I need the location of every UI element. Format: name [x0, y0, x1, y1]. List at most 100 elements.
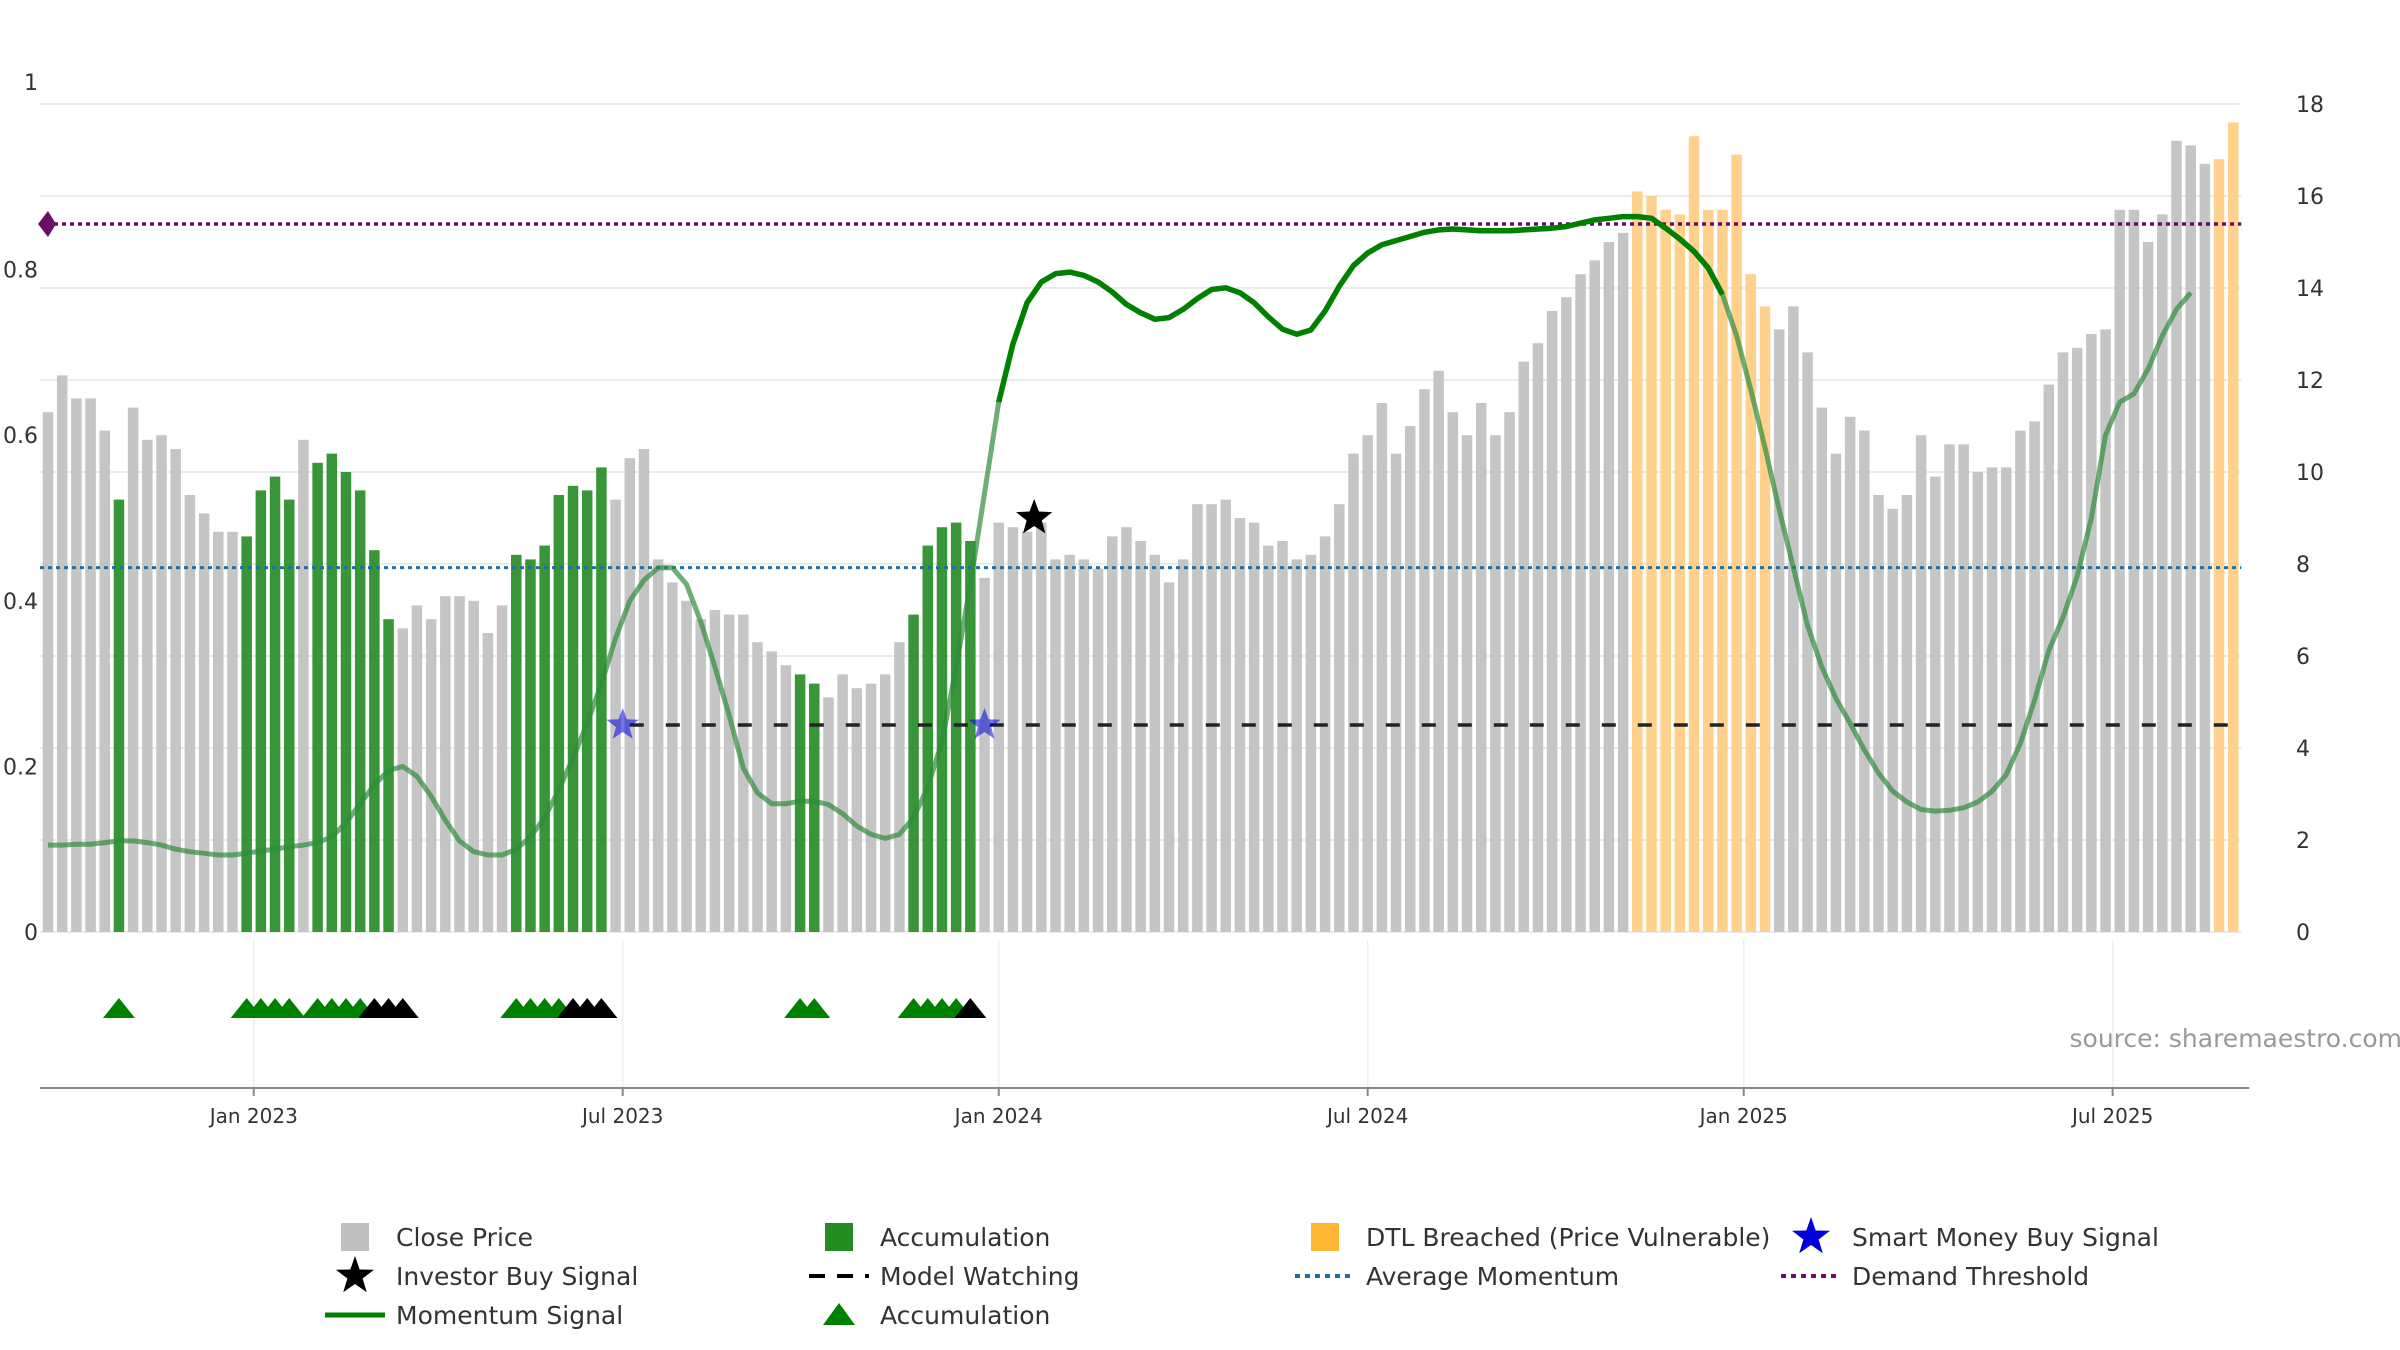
- accumulation-bar: [965, 541, 976, 932]
- close-price-bar: [2114, 209, 2125, 933]
- dtl-bar: [1674, 214, 1686, 932]
- close-price-bar: [837, 674, 848, 932]
- close-price-bar: [1419, 389, 1430, 932]
- close-price-bar: [2142, 242, 2154, 932]
- accumulation-bar: [113, 499, 125, 932]
- y-right-tick-label: 0: [2296, 921, 2310, 946]
- smart-money-buy-signal: [606, 708, 639, 739]
- x-tick-label: Jan 2023: [208, 1104, 298, 1128]
- legend-swatch-star: [336, 1256, 374, 1293]
- legend-item: Investor Buy Signal: [336, 1256, 638, 1293]
- close-price-bar: [56, 375, 68, 932]
- close-price-bar: [638, 449, 650, 932]
- legend-swatch-square: [825, 1223, 853, 1251]
- dtl-bar: [1646, 196, 1657, 932]
- y-left-tick-label: 0.8: [3, 259, 38, 284]
- close-price-bar: [1887, 508, 1898, 932]
- close-price-bar: [1802, 352, 1813, 932]
- dtl-bar: [1759, 306, 1771, 932]
- close-price-bar: [2029, 421, 2040, 932]
- close-price-bar: [1859, 430, 1870, 932]
- y-left-tick-label: 0: [24, 921, 38, 946]
- y-right-tick-label: 2: [2296, 829, 2310, 854]
- accumulation-bar: [539, 545, 550, 932]
- close-price-bar: [496, 605, 508, 932]
- close-price-bar: [2185, 145, 2196, 932]
- close-price-bar: [42, 412, 54, 932]
- close-price-bar: [411, 605, 423, 932]
- y-left-tick-label: 0.2: [3, 755, 38, 780]
- close-price-bar: [823, 697, 834, 932]
- close-price-bar: [1277, 541, 1288, 932]
- dtl-bar: [2213, 159, 2225, 932]
- accumulation-bar: [809, 683, 820, 932]
- close-price-bar: [2171, 140, 2182, 933]
- close-price-bar: [1036, 522, 1047, 932]
- close-price-bar: [1107, 536, 1118, 932]
- close-price-bar: [1617, 232, 1629, 933]
- close-price-bar: [652, 559, 664, 932]
- accumulation-marker: [273, 998, 306, 1018]
- legend-label: Average Momentum: [1366, 1262, 1619, 1291]
- legend-label: Accumulation: [880, 1223, 1050, 1252]
- close-price-bar: [1206, 504, 1217, 932]
- close-price-bar: [1192, 504, 1203, 932]
- close-price-bar: [1248, 522, 1260, 932]
- close-price-bar: [1291, 559, 1302, 932]
- legend-item: Demand Threshold: [1781, 1262, 2089, 1291]
- accumulation-bar: [283, 499, 295, 932]
- close-price-bar: [425, 619, 437, 932]
- close-price-bar: [213, 531, 224, 932]
- close-price-bar: [681, 600, 692, 932]
- legend-item: Model Watching: [809, 1262, 1080, 1291]
- close-price-bar: [1064, 554, 1075, 932]
- legend-item: Close Price: [341, 1223, 533, 1252]
- demand-threshold-marker: [38, 211, 56, 238]
- accumulation-bar: [383, 619, 394, 932]
- close-price-bar: [1234, 518, 1246, 932]
- y-right-tick-label: 6: [2296, 645, 2310, 670]
- close-price-bar: [1518, 361, 1530, 933]
- dtl-bar: [1702, 209, 1714, 933]
- close-price-bar: [1532, 343, 1544, 932]
- accumulation-bar: [269, 476, 281, 932]
- close-price-bar: [1305, 554, 1317, 932]
- close-price-bar: [1078, 559, 1090, 932]
- dtl-bar: [1717, 209, 1728, 933]
- close-price-bar: [1390, 453, 1402, 932]
- legend-item: Accumulation: [825, 1223, 1050, 1252]
- close-price-bar: [142, 439, 153, 932]
- close-price-bar: [127, 407, 139, 933]
- close-price-bar: [1844, 416, 1856, 932]
- close-price-bar: [1490, 435, 1501, 932]
- accumulation-bar: [581, 490, 593, 932]
- close-price-bar: [2000, 467, 2012, 932]
- close-price-bar: [1334, 504, 1345, 932]
- dtl-bar: [1660, 209, 1671, 933]
- close-price-bar: [1404, 426, 1416, 932]
- accumulation-bar: [255, 490, 267, 932]
- close-price-bar: [1603, 242, 1615, 932]
- close-price-bar: [1263, 545, 1274, 932]
- accumulation-bar: [340, 472, 352, 932]
- close-price-bar: [440, 596, 451, 932]
- close-price-bar: [468, 600, 479, 932]
- y-left-tick-label: 0.6: [3, 424, 38, 449]
- legend-item: Accumulation: [823, 1301, 1050, 1330]
- accumulation-bar: [241, 536, 252, 932]
- accumulation-bar: [312, 462, 323, 932]
- legend-label: Momentum Signal: [396, 1301, 623, 1330]
- momentum-signal-strong: [996, 213, 1725, 403]
- close-price-bar: [1177, 559, 1189, 932]
- dtl-bar: [1731, 154, 1742, 933]
- accumulation-bar: [596, 467, 607, 932]
- y-right-tick-label: 10: [2296, 461, 2324, 486]
- close-price-bar: [2199, 163, 2211, 933]
- close-price-bar: [1149, 554, 1161, 932]
- y-right-tick-label: 18: [2296, 93, 2324, 118]
- legend-item: DTL Breached (Price Vulnerable): [1311, 1223, 1770, 1252]
- close-price-bar: [624, 458, 636, 932]
- legend-swatch-star: [1792, 1217, 1830, 1254]
- legend-item: Average Momentum: [1295, 1262, 1619, 1291]
